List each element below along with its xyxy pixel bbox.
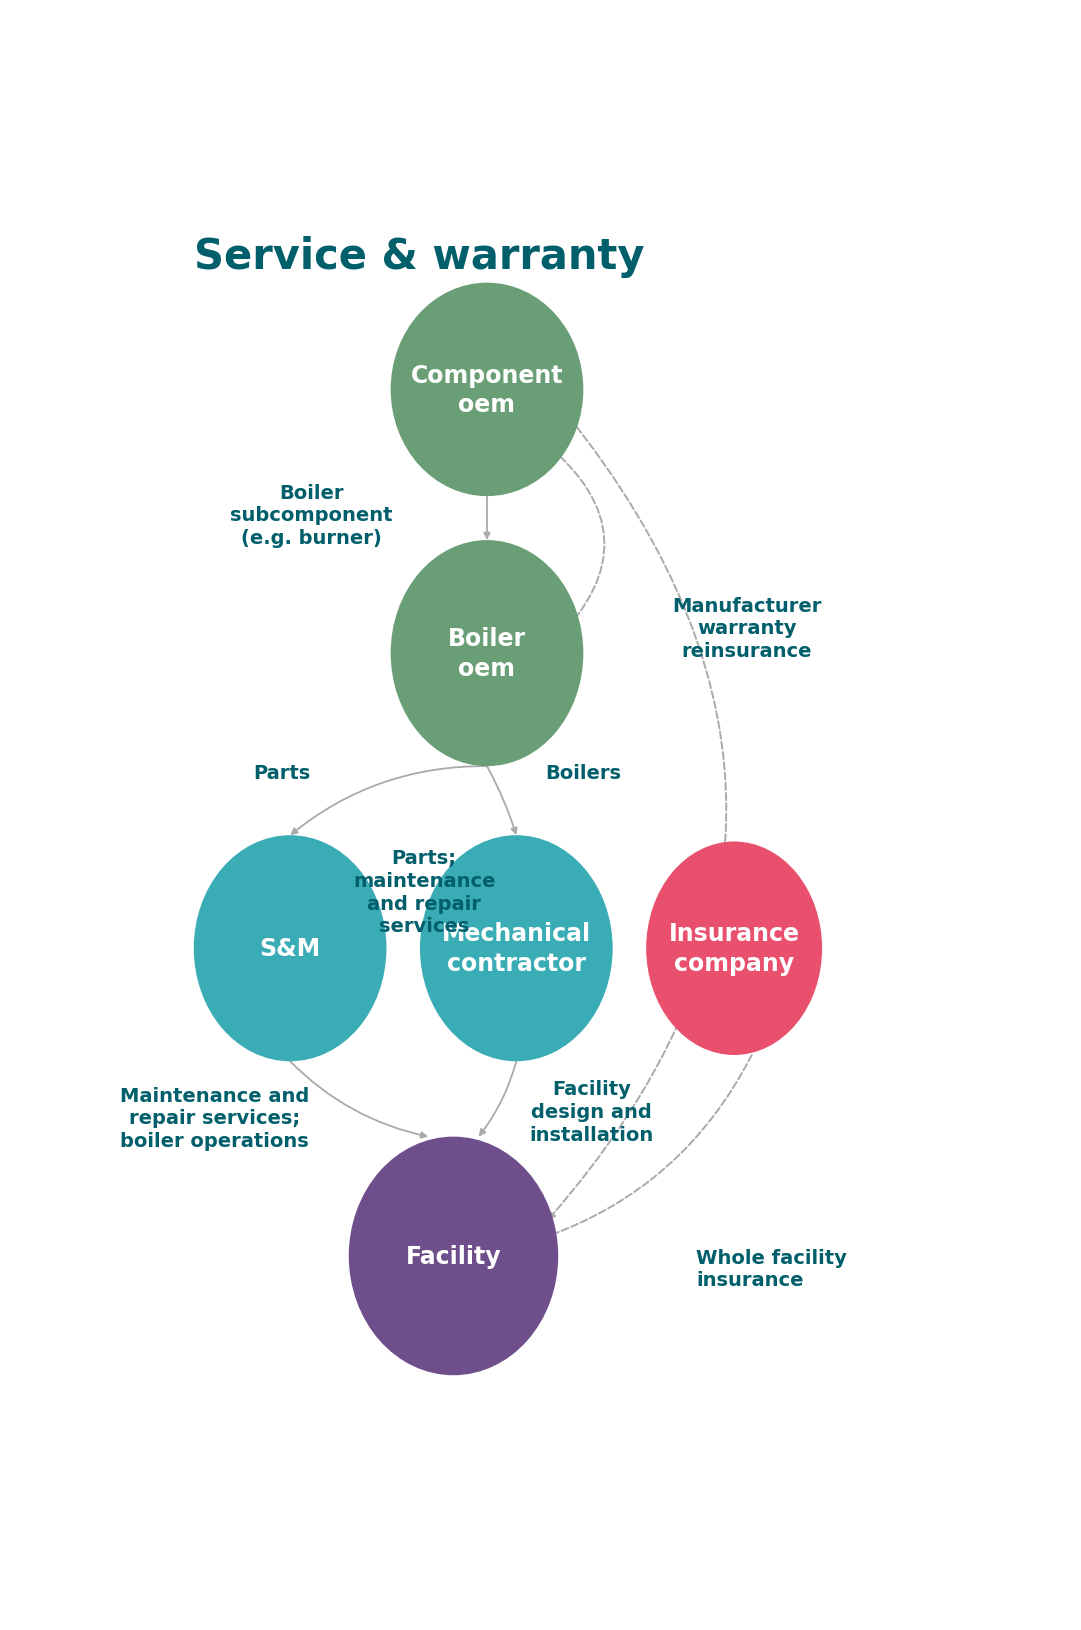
Ellipse shape <box>349 1138 558 1376</box>
Text: Maintenance and
repair services;
boiler operations: Maintenance and repair services; boiler … <box>120 1086 309 1151</box>
Ellipse shape <box>646 843 823 1055</box>
Text: Mechanical
contractor: Mechanical contractor <box>442 923 591 975</box>
Ellipse shape <box>390 541 584 766</box>
Ellipse shape <box>193 836 387 1061</box>
FancyArrowPatch shape <box>480 1061 517 1136</box>
Text: Boiler
oem: Boiler oem <box>448 628 526 681</box>
FancyArrowPatch shape <box>545 1055 751 1239</box>
Text: S&M: S&M <box>259 937 321 960</box>
Text: Whole facility
insurance: Whole facility insurance <box>696 1249 848 1289</box>
FancyArrowPatch shape <box>486 766 517 835</box>
Ellipse shape <box>390 284 584 497</box>
Text: Service & warranty: Service & warranty <box>193 236 644 277</box>
Text: Facility
design and
installation: Facility design and installation <box>530 1079 654 1144</box>
FancyArrowPatch shape <box>549 411 726 1219</box>
Text: Parts;
maintenance
and repair
services: Parts; maintenance and repair services <box>352 849 495 936</box>
Text: Boilers: Boilers <box>546 763 622 782</box>
Text: Component
oem: Component oem <box>411 363 563 417</box>
Text: Manufacturer
warranty
reinsurance: Manufacturer warranty reinsurance <box>672 597 822 660</box>
Text: Facility: Facility <box>405 1244 502 1268</box>
Ellipse shape <box>419 836 613 1061</box>
FancyArrowPatch shape <box>292 766 486 835</box>
FancyArrowPatch shape <box>290 1061 426 1138</box>
FancyArrowPatch shape <box>545 443 604 642</box>
Text: Parts: Parts <box>253 763 310 782</box>
Text: Boiler
subcomponent
(e.g. burner): Boiler subcomponent (e.g. burner) <box>230 484 392 548</box>
FancyArrowPatch shape <box>484 497 490 540</box>
Text: Insurance
company: Insurance company <box>669 923 800 975</box>
